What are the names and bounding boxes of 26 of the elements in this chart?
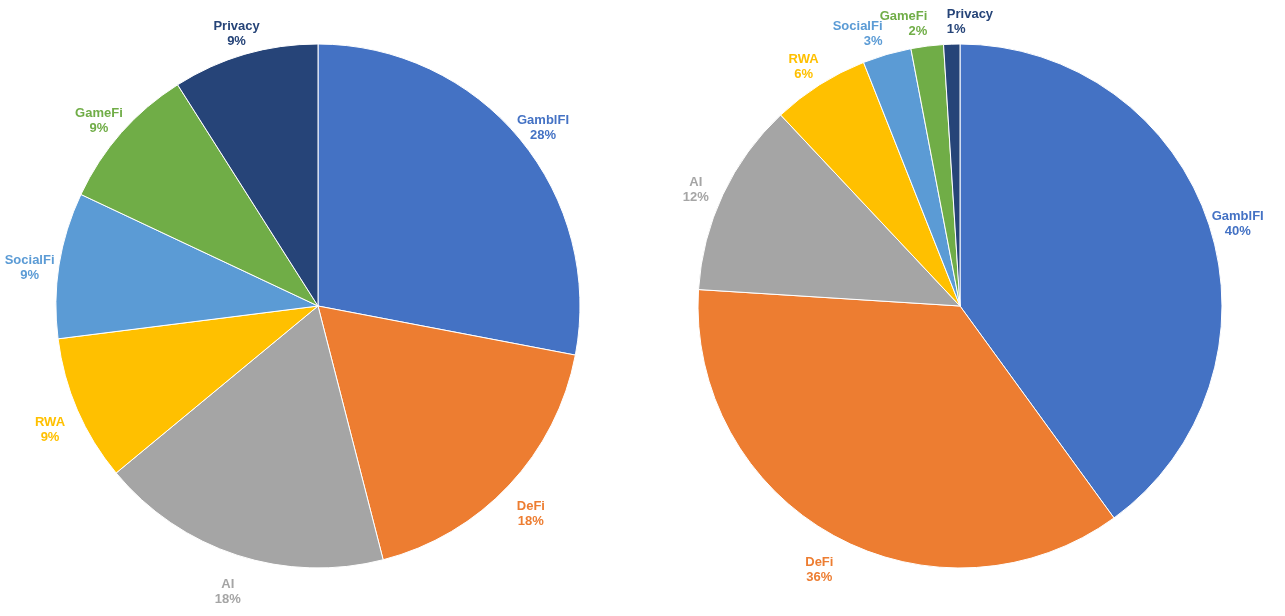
data-label: 18%: [517, 512, 545, 528]
data-label: 36%: [806, 568, 833, 584]
data-label: 2%: [908, 23, 928, 39]
data-label: 12%: [682, 188, 710, 204]
slice-label: RWA: [788, 51, 820, 67]
slice-label: Privacy: [213, 17, 261, 33]
slice-label: Privacy: [946, 6, 994, 22]
slice-label: RWA: [34, 413, 66, 429]
slice-label: GamblFI: [1211, 207, 1264, 223]
slice-label: DeFi: [516, 497, 545, 513]
data-label: 9%: [89, 119, 109, 135]
slice-label: GameFi: [75, 104, 123, 120]
data-label: 9%: [20, 267, 40, 283]
data-label: 28%: [529, 126, 557, 142]
data-label: 9%: [227, 32, 247, 48]
data-label: 18%: [214, 590, 242, 606]
slice-label: SocialFi: [4, 252, 55, 268]
data-label: 9%: [40, 428, 60, 444]
data-label: 3%: [863, 32, 883, 48]
slice-label: GamblFI: [516, 111, 569, 127]
data-label: 6%: [794, 66, 814, 82]
slice-label: AI: [221, 575, 235, 591]
data-label: 40%: [1224, 222, 1252, 238]
slice-label: DeFi: [805, 553, 834, 569]
slice-label: AI: [689, 173, 703, 189]
data-label: 1%: [946, 21, 967, 37]
